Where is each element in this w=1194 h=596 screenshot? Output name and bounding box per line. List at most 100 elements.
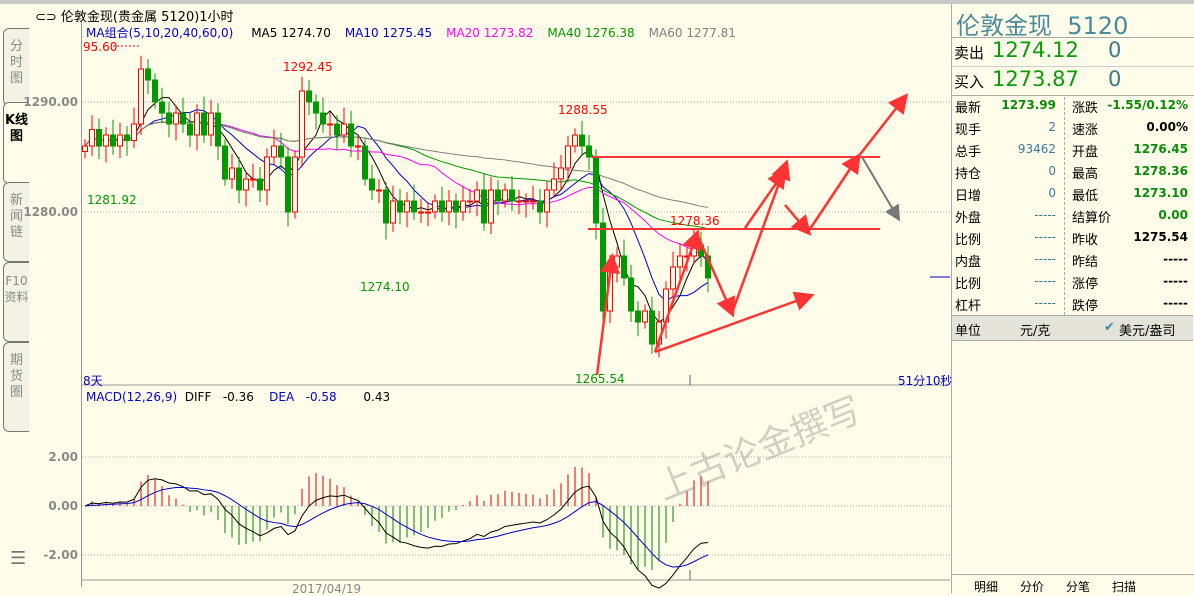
candle-body <box>418 211 424 214</box>
forecast-arrow <box>784 204 812 236</box>
quote-title: 伦敦金现 5120 <box>956 12 1129 40</box>
link-icon: ⊂⊃ <box>35 10 61 25</box>
candle-body <box>488 189 494 224</box>
candle-body <box>222 145 228 180</box>
candle-body <box>187 123 193 136</box>
candle-body <box>677 255 683 268</box>
candle-body <box>467 200 473 203</box>
ma10-line <box>84 109 709 302</box>
buy-vol: 0 <box>1108 67 1122 91</box>
candle-body <box>271 145 277 158</box>
annotation-1265: 1265.54 <box>575 372 625 386</box>
annotation-1281: 1281.92 <box>87 193 137 207</box>
candle-body <box>544 189 550 213</box>
kline-chart[interactable] <box>0 0 950 593</box>
sell-row: 卖出 <box>954 44 985 62</box>
sell-vol: 0 <box>1108 38 1122 62</box>
candle-body <box>614 255 620 268</box>
quote-row: 日增 0 最低 1273.10 <box>955 186 1188 204</box>
candle-body <box>201 112 207 136</box>
buy-price: 1273.87 <box>992 67 1079 91</box>
ma-legend-item: MA5 1274.70 <box>251 26 331 40</box>
candle-body <box>649 310 655 345</box>
candle-body <box>89 129 95 147</box>
forecast-arrow <box>695 233 736 318</box>
candle-body <box>152 79 158 103</box>
candle-body <box>432 200 438 213</box>
candle-body <box>572 134 578 147</box>
candle-body <box>621 255 627 279</box>
candle-body <box>383 189 389 224</box>
candle-body <box>173 112 179 125</box>
candle-body <box>369 178 375 191</box>
candle-body <box>194 112 200 136</box>
forecast-arrow <box>595 253 621 376</box>
tab-futures[interactable]: 期货圈 <box>3 342 29 432</box>
candle-body <box>159 101 165 114</box>
candle-body <box>117 134 123 147</box>
period-label: 8天 <box>83 374 103 388</box>
candle-body <box>481 189 487 224</box>
candle-body <box>334 123 340 136</box>
quote-row: 最新 1273.99 涨跌 -1.55/0.12% <box>955 98 1188 116</box>
macd-tick: 0.00 <box>48 499 78 513</box>
tab-k-line[interactable]: K线图 <box>3 102 29 184</box>
candle-body <box>586 145 592 158</box>
ma40-line <box>84 121 709 230</box>
forecast-arrow <box>806 152 861 233</box>
forecast-arrow <box>653 229 702 353</box>
candle-body <box>523 200 529 203</box>
forecast-arrow <box>857 93 909 158</box>
candle-body <box>579 134 585 147</box>
candle-body <box>397 200 403 213</box>
candle-body <box>82 145 88 152</box>
candle-body <box>439 200 445 213</box>
candle-body <box>411 200 417 213</box>
ma5-line <box>84 97 709 323</box>
menu-icon[interactable]: ☰ <box>10 548 27 569</box>
candle-body <box>348 123 354 147</box>
check-icon: ✔ <box>1104 320 1115 335</box>
macd-tick: 2.00 <box>48 450 78 464</box>
candle-body <box>96 129 102 147</box>
tab-news[interactable]: 新闻链 <box>3 182 29 262</box>
candle-body <box>110 134 116 147</box>
ma-legend-item: MA20 1273.82 <box>446 26 534 40</box>
sell-price: 1274.12 <box>992 38 1079 62</box>
candle-body <box>292 156 298 213</box>
ma-legend: MA组合(5,10,20,40,60,0) MA5 1274.70 MA10 12… <box>86 24 736 41</box>
candle-body <box>558 167 564 180</box>
tab-ticks[interactable]: 分笔 <box>1066 580 1091 594</box>
candle-body <box>285 156 291 213</box>
tab-time-chart[interactable]: 分时图 <box>3 28 29 106</box>
tab-detail[interactable]: 明细 <box>974 580 999 594</box>
tab-f10[interactable]: F10资料 <box>3 262 29 342</box>
ma-legend-item: MA10 1275.45 <box>344 26 433 40</box>
annotation-1288: 1288.55 <box>558 103 608 117</box>
tab-scan[interactable]: 扫描 <box>1112 580 1137 594</box>
quote-row: 现手 2 速涨 0.00% <box>955 120 1188 138</box>
candle-body <box>425 211 431 214</box>
candle-body <box>628 277 634 312</box>
macd-legend: MACD(12,26,9) DIFF -0.36 DEA -0.58 0.43 <box>86 390 391 404</box>
tab-price-dist[interactable]: 分价 <box>1020 580 1045 594</box>
quote-row: 持仓 0 最高 1278.36 <box>955 164 1188 182</box>
forecast-arrow <box>743 167 787 229</box>
diff-line <box>84 478 709 589</box>
candle-body <box>341 123 347 136</box>
unit-option-gram[interactable]: 元/克 <box>1020 324 1051 339</box>
quote-row: 比例 ----- 涨停 ----- <box>955 274 1188 292</box>
quote-row: 外盘 ----- 结算价 0.00 <box>955 208 1188 226</box>
buy-row: 买入 <box>954 73 985 91</box>
candle-body <box>180 112 186 125</box>
forecast-arrow-gray <box>861 156 901 222</box>
candle-body <box>642 310 648 323</box>
price-tick: 1290.00 <box>23 95 78 109</box>
candle-body <box>537 200 543 213</box>
candle-body <box>600 222 606 312</box>
unit-option-ounce[interactable]: 美元/盎司 <box>1119 324 1176 339</box>
ma20-line <box>84 121 709 262</box>
candle-body <box>243 178 249 191</box>
candle-body <box>299 90 305 158</box>
candle-body <box>208 112 214 136</box>
